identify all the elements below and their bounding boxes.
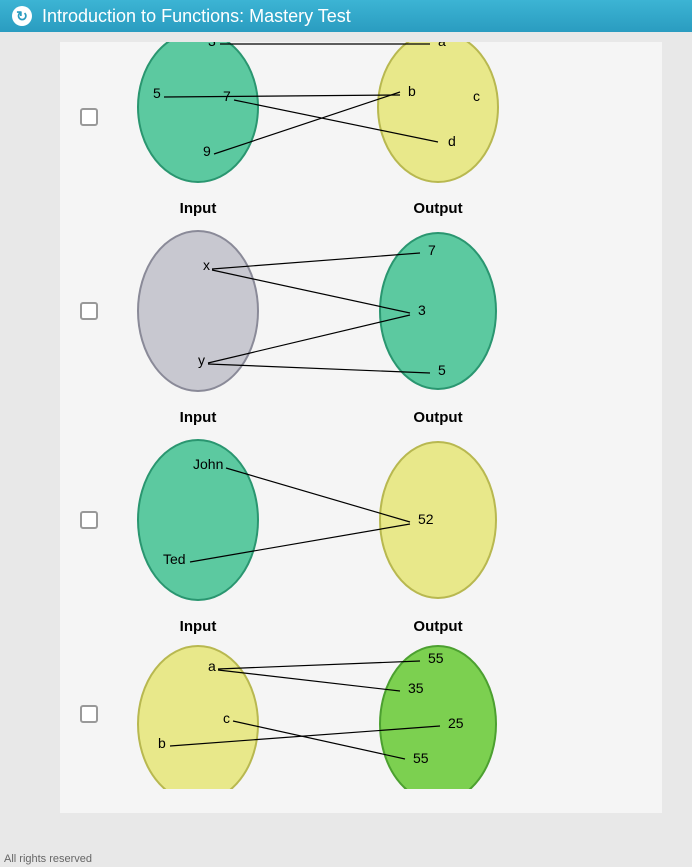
svg-text:a: a — [208, 658, 216, 674]
refresh-icon[interactable]: ↻ — [12, 6, 32, 26]
svg-text:3: 3 — [208, 42, 216, 49]
output-label: Output — [368, 618, 508, 635]
checkbox-3[interactable] — [80, 511, 98, 529]
checkbox-2[interactable] — [80, 302, 98, 320]
mapping-diagram-4: acb55352555 — [128, 639, 568, 789]
heading-row-2: Input Output — [128, 200, 568, 217]
svg-text:7: 7 — [428, 242, 436, 258]
svg-text:d: d — [448, 133, 456, 149]
svg-text:3: 3 — [418, 302, 426, 318]
mapping-diagram-1: 3 5 7 9 a b c d — [128, 42, 568, 192]
svg-text:Ted: Ted — [163, 551, 186, 567]
svg-text:a: a — [438, 42, 446, 49]
svg-text:25: 25 — [448, 715, 464, 731]
svg-text:b: b — [408, 83, 416, 99]
option-row-3: John Ted 52 — [80, 430, 642, 610]
svg-text:55: 55 — [413, 750, 429, 766]
svg-text:35: 35 — [408, 680, 424, 696]
input-label: Input — [128, 409, 268, 426]
heading-row-3: Input Output — [128, 409, 568, 426]
option-row-4: acb55352555 — [80, 639, 642, 789]
svg-text:55: 55 — [428, 650, 444, 666]
svg-text:5: 5 — [438, 362, 446, 378]
page-header: ↻ Introduction to Functions: Mastery Tes… — [0, 0, 692, 32]
svg-text:7: 7 — [223, 88, 231, 104]
svg-text:x: x — [203, 257, 210, 273]
content-panel: 3579abcd Input Output xy735 Input Output… — [60, 42, 662, 813]
checkbox-1[interactable] — [80, 108, 98, 126]
mapping-diagram-3: John Ted 52 — [128, 430, 568, 610]
svg-text:c: c — [223, 710, 230, 726]
input-label: Input — [128, 200, 268, 217]
output-label: Output — [368, 200, 508, 217]
option-row-1: 3 5 7 9 a b c d — [80, 42, 642, 192]
option-row-2: x y 7 3 5 — [80, 221, 642, 401]
output-label: Output — [368, 409, 508, 426]
svg-text:b: b — [158, 735, 166, 751]
svg-text:9: 9 — [203, 143, 211, 159]
svg-text:c: c — [473, 88, 480, 104]
input-label: Input — [128, 618, 268, 635]
svg-text:John: John — [193, 456, 223, 472]
mapping-diagram-2: x y 7 3 5 — [128, 221, 568, 401]
svg-text:5: 5 — [153, 85, 161, 101]
footer-text: All rights reserved — [4, 853, 92, 865]
checkbox-4[interactable] — [80, 705, 98, 723]
heading-row-4: Input Output — [128, 618, 568, 635]
page-title: Introduction to Functions: Mastery Test — [42, 6, 351, 27]
svg-text:y: y — [198, 352, 205, 368]
svg-text:52: 52 — [418, 511, 434, 527]
